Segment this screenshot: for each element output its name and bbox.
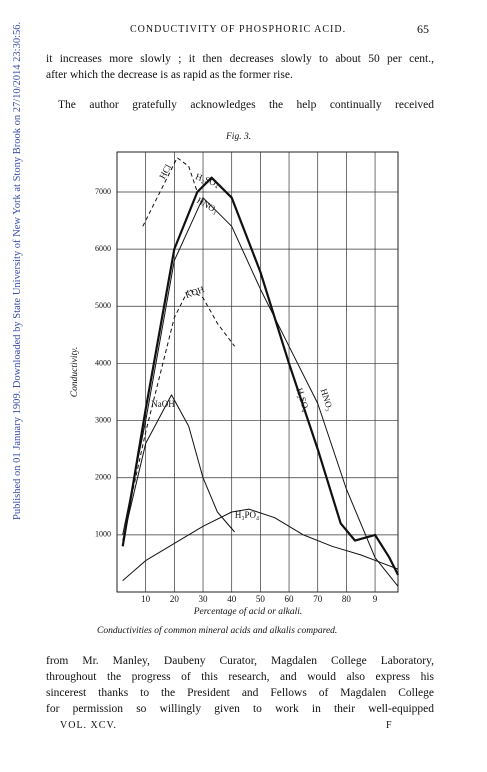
x-axis-label: Percentage of acid or alkali. bbox=[193, 606, 303, 617]
x-tick-label: 20 bbox=[170, 594, 180, 604]
figure-label: Fig. 3. bbox=[226, 132, 252, 142]
x-tick-label: 70 bbox=[313, 594, 323, 604]
footer-volume: VOL. XCV. bbox=[60, 720, 117, 731]
plot-frame bbox=[116, 151, 399, 593]
y-tick-label: 3000 bbox=[95, 415, 111, 424]
y-tick-label: 5000 bbox=[95, 301, 111, 310]
series-line bbox=[122, 197, 399, 587]
x-tick-label: 9 bbox=[373, 594, 378, 604]
y-tick-label: 1000 bbox=[95, 530, 111, 539]
footer-signature: F bbox=[386, 720, 392, 731]
text-line: throughout the progress of this research… bbox=[46, 671, 434, 683]
curve-label: H₃PO₄ bbox=[235, 510, 259, 520]
x-tick-label: 50 bbox=[256, 594, 266, 604]
text-line: The author gratefully acknowledges the h… bbox=[58, 99, 434, 111]
y-tick-label: 7000 bbox=[95, 187, 111, 196]
y-axis-label: Conductivity. bbox=[70, 347, 80, 397]
text-line: it increases more slowly ; it then decre… bbox=[46, 53, 434, 65]
series-line bbox=[125, 288, 235, 524]
x-tick-label: 30 bbox=[199, 594, 209, 604]
curve-label: HCl bbox=[157, 162, 173, 180]
figure-caption: Conductivities of common mineral acids a… bbox=[97, 626, 338, 636]
curve-label: H₂SO₄ bbox=[294, 387, 311, 413]
text-line: sincerest thanks to the President and Fe… bbox=[46, 687, 434, 699]
curve-label: H₂SO₄ bbox=[194, 171, 220, 189]
curve-label: NaOH bbox=[151, 399, 175, 409]
x-tick-label: 80 bbox=[342, 594, 352, 604]
curve-label: HNO₃ bbox=[319, 387, 336, 412]
curve-label: HNO₃ bbox=[195, 195, 220, 215]
series-line bbox=[142, 157, 198, 227]
series-line bbox=[122, 394, 235, 541]
running-title: CONDUCTIVITY OF PHOSPHORIC ACID. bbox=[130, 24, 347, 35]
y-tick-label: 6000 bbox=[95, 244, 111, 253]
y-tick-label: 4000 bbox=[95, 358, 111, 367]
x-tick-label: 40 bbox=[227, 594, 237, 604]
page-number: 65 bbox=[417, 22, 429, 36]
x-tick-label: 60 bbox=[285, 594, 295, 604]
text-line: for permission so willingly given to wor… bbox=[46, 703, 434, 715]
series-line bbox=[122, 508, 399, 581]
x-tick-label: 10 bbox=[141, 594, 151, 604]
text-line: from Mr. Manley, Daubeny Curator, Magdal… bbox=[46, 655, 434, 667]
y-tick-label: 2000 bbox=[95, 473, 111, 482]
text-line: after which the decrease is as rapid as … bbox=[46, 69, 293, 81]
